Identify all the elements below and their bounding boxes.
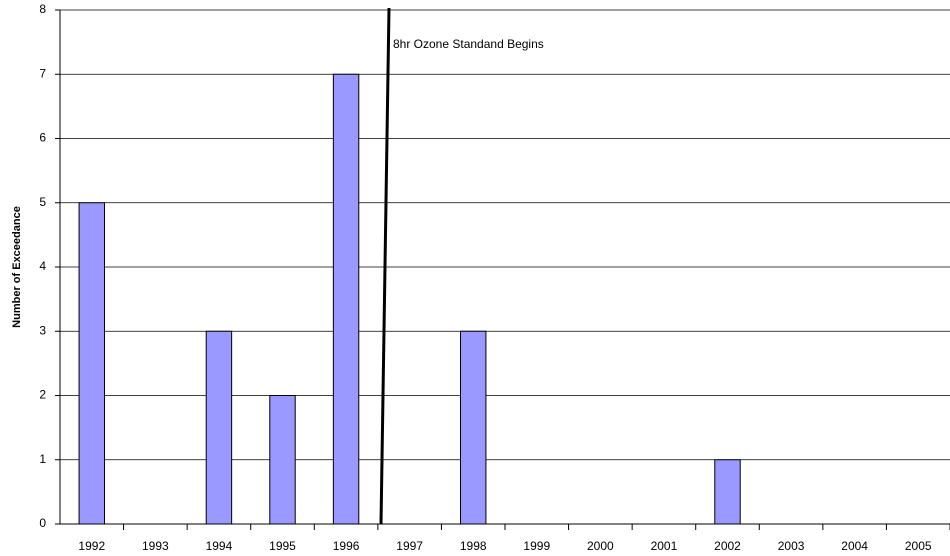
- y-tick-label: 6: [39, 131, 46, 145]
- y-tick-label: 0: [39, 516, 46, 530]
- y-tick-label: 5: [39, 195, 46, 209]
- bar: [78, 202, 105, 525]
- x-tick-label: 1996: [333, 539, 360, 553]
- annotation: 8hr Ozone Standand Begins: [393, 37, 544, 51]
- bar: [269, 395, 296, 525]
- x-tick-label: 2001: [651, 539, 678, 553]
- x-tick-label: 1998: [460, 539, 487, 553]
- x-tick-label: 2002: [714, 539, 741, 553]
- bar: [460, 330, 487, 525]
- y-tick-label: 3: [39, 323, 46, 337]
- bar: [332, 73, 360, 525]
- y-tick-label: 8: [39, 2, 46, 16]
- x-tick-label: 2005: [905, 539, 932, 553]
- bar: [714, 459, 741, 525]
- bar: [205, 330, 233, 525]
- x-tick-label: 1994: [206, 539, 233, 553]
- x-tick-label: 1992: [78, 539, 105, 553]
- x-tick-label: 1999: [523, 539, 550, 553]
- y-tick-label: 4: [39, 259, 46, 273]
- y-axis-label: Number of Exceedance: [11, 206, 23, 328]
- x-tick-label: 2000: [587, 539, 614, 553]
- x-tick-label: 1995: [269, 539, 296, 553]
- x-tick-label: 2004: [841, 539, 868, 553]
- x-tick-label: 1997: [396, 539, 423, 553]
- y-tick-label: 2: [39, 388, 46, 402]
- y-tick-label: 1: [39, 452, 46, 466]
- standard-line: [379, 7, 391, 525]
- x-tick-label: 2003: [778, 539, 805, 553]
- x-tick-label: 1993: [142, 539, 169, 553]
- y-tick-label: 7: [39, 66, 46, 80]
